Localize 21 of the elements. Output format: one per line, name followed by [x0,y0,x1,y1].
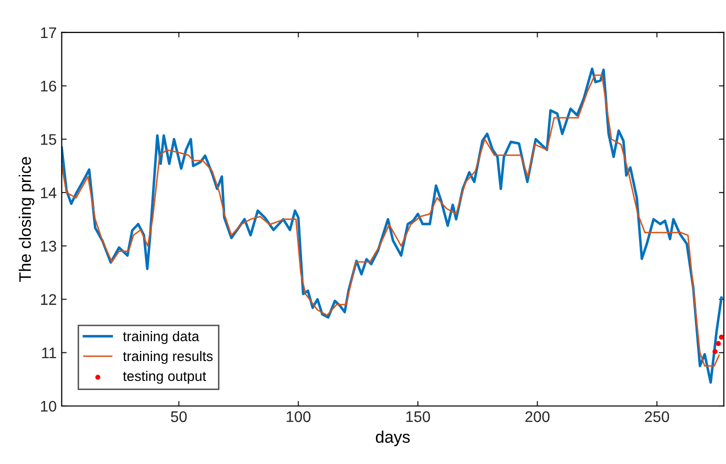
x-tick-label: 250 [644,411,670,422]
y-tick-label: 15 [41,134,56,145]
legend-label: testing output [123,370,206,384]
legend-label: training data [123,331,200,344]
y-tick-label: 13 [41,240,56,252]
y-tick-label: 17 [41,28,56,38]
y-tick-label: 10 [41,400,56,412]
x-tick-label: 100 [286,411,310,422]
y-axis-title: The closing price [18,156,34,282]
point [712,349,718,354]
x-tick-label: 200 [525,411,550,422]
x-tick-label: 50 [170,411,187,422]
x-axis-title: days [376,430,410,446]
legend-label: training results [123,350,213,364]
point [716,341,721,346]
y-tick-label: 16 [41,80,56,92]
point [718,334,724,340]
y-tick-label: 11 [42,348,56,358]
y-tick-label: 12 [41,294,56,305]
y-tick-label: 14 [41,188,56,198]
x-tick-label: 150 [406,411,430,422]
